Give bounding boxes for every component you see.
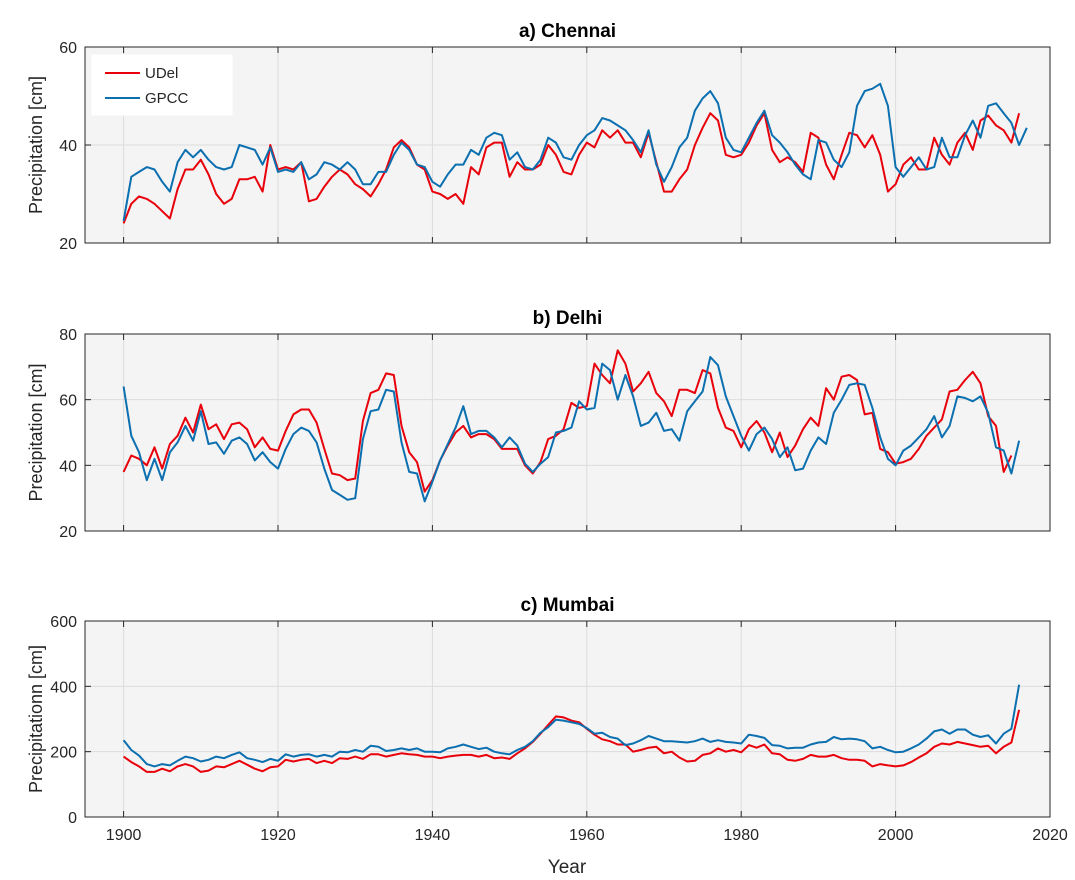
mumbai-axes-box	[84, 620, 1051, 818]
mumbai-x-tick-label: 1960	[569, 827, 605, 844]
delhi-udel-line	[122, 349, 1013, 493]
chennai-panel: 20 40 60 a) Chennai Precipitation [cm] UDel GP…	[26, 21, 1051, 253]
mumbai-x-tick-label: 1900	[106, 827, 142, 844]
mumbai-panel-title: c) Mumbai	[521, 595, 615, 616]
chennai-y-tick-label: 60	[59, 40, 77, 57]
legend: UDel GPCC	[91, 54, 233, 116]
chennai-y-axis-label: Precipitation [cm]	[26, 76, 46, 214]
delhi-axes-box	[84, 333, 1051, 532]
mumbai-x-tick-label: 2020	[1032, 827, 1068, 844]
mumbai-gpcc-line	[122, 684, 1021, 768]
mumbai-y-tick-label: 600	[50, 614, 77, 631]
mumbai-y-tick-label: 0	[68, 810, 77, 827]
chennai-y-tick-label: 40	[59, 138, 77, 155]
mumbai-x-tick-label: 1920	[260, 827, 296, 844]
mumbai-y-tick-label: 400	[50, 679, 77, 696]
delhi-y-tick-label: 80	[59, 327, 77, 344]
mumbai-y-tick-label: 200	[50, 745, 77, 762]
x-axis-label: Year	[548, 857, 587, 878]
delhi-panel-title: b) Delhi	[533, 308, 603, 329]
chennai-y-tick-label: 20	[59, 236, 77, 253]
delhi-y-axis-label: Precipitation [cm]	[26, 363, 46, 501]
mumbai-y-axis-label: Precipitationn [cm]	[26, 645, 46, 793]
chennai-gpcc-line	[122, 82, 1028, 222]
mumbai-x-tick-label: 1980	[723, 827, 759, 844]
chennai-panel-title: a) Chennai	[519, 21, 616, 42]
delhi-gpcc-line	[122, 356, 1021, 503]
legend-label-gpcc: GPCC	[145, 90, 189, 107]
delhi-plot-area	[85, 334, 1050, 531]
legend-label-udel: UDel	[145, 65, 178, 82]
mumbai-x-tick-label: 1940	[415, 827, 451, 844]
delhi-panel: 20 40 60 80 b) Delhi Precipitation [cm]	[26, 308, 1051, 541]
delhi-y-tick-label: 20	[59, 524, 77, 541]
mumbai-panel: 1900 1920 1940 1960 1980 2000 2020 0 200 400 600 c)…	[26, 595, 1068, 844]
mumbai-udel-line	[123, 709, 1021, 773]
delhi-y-tick-label: 40	[59, 458, 77, 475]
mumbai-x-tick-label: 2000	[878, 827, 914, 844]
delhi-y-tick-label: 60	[59, 393, 77, 410]
legend-box	[91, 54, 233, 116]
